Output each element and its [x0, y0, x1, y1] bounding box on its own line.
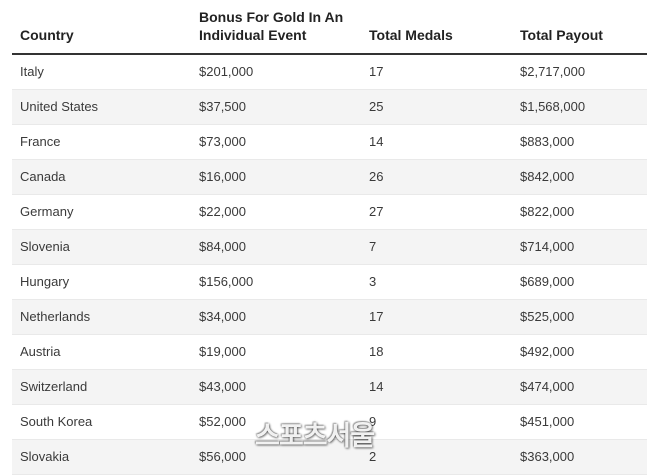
cell-total-medals: 17 — [361, 54, 512, 90]
cell-total-payout: $883,000 — [512, 124, 647, 160]
cell-gold-bonus: $22,000 — [191, 194, 361, 230]
table-row: United States $37,500 25 $1,568,000 — [12, 89, 647, 125]
cell-country: Slovenia — [12, 229, 191, 265]
cell-gold-bonus: $56,000 — [191, 439, 361, 475]
cell-gold-bonus: $156,000 — [191, 264, 361, 300]
cell-total-payout: $525,000 — [512, 299, 647, 335]
cell-gold-bonus: $201,000 — [191, 54, 361, 90]
header-total-medals: Total Medals — [361, 0, 512, 55]
table-row: Hungary $156,000 3 $689,000 — [12, 264, 647, 300]
table-row: France $73,000 14 $883,000 — [12, 124, 647, 160]
table-row: Italy $201,000 17 $2,717,000 — [12, 54, 647, 90]
cell-country: Switzerland — [12, 369, 191, 405]
cell-total-medals: 9 — [361, 404, 512, 440]
cell-gold-bonus: $16,000 — [191, 159, 361, 195]
cell-total-medals: 17 — [361, 299, 512, 335]
header-country: Country — [12, 0, 191, 55]
cell-total-medals: 26 — [361, 159, 512, 195]
cell-gold-bonus: $34,000 — [191, 299, 361, 335]
cell-total-payout: $492,000 — [512, 334, 647, 370]
table-row: Netherlands $34,000 17 $525,000 — [12, 299, 647, 335]
cell-total-payout: $474,000 — [512, 369, 647, 405]
cell-gold-bonus: $19,000 — [191, 334, 361, 370]
table-header: Country Bonus For Gold In An Individual … — [12, 0, 647, 55]
cell-total-medals: 14 — [361, 369, 512, 405]
table-body: Italy $201,000 17 $2,717,000 United States $3… — [12, 54, 647, 475]
cell-total-medals: 14 — [361, 124, 512, 160]
cell-total-medals: 2 — [361, 439, 512, 475]
cell-total-medals: 25 — [361, 89, 512, 125]
cell-total-medals: 7 — [361, 229, 512, 265]
cell-country: Canada — [12, 159, 191, 195]
cell-total-payout: $363,000 — [512, 439, 647, 475]
header-total-payout: Total Payout — [512, 0, 647, 55]
cell-country: Austria — [12, 334, 191, 370]
cell-country: United States — [12, 89, 191, 125]
table-row: Slovakia $56,000 2 $363,000 — [12, 439, 647, 475]
cell-gold-bonus: $37,500 — [191, 89, 361, 125]
medal-payout-table: Country Bonus For Gold In An Individual … — [12, 0, 647, 475]
cell-total-medals: 3 — [361, 264, 512, 300]
cell-total-payout: $689,000 — [512, 264, 647, 300]
cell-country: Germany — [12, 194, 191, 230]
header-gold-bonus: Bonus For Gold In An Individual Event — [191, 0, 361, 55]
cell-total-payout: $822,000 — [512, 194, 647, 230]
cell-gold-bonus: $52,000 — [191, 404, 361, 440]
header-row: Country Bonus For Gold In An Individual … — [12, 0, 647, 55]
cell-total-payout: $1,568,000 — [512, 89, 647, 125]
cell-gold-bonus: $84,000 — [191, 229, 361, 265]
cell-gold-bonus: $73,000 — [191, 124, 361, 160]
cell-country: Netherlands — [12, 299, 191, 335]
cell-total-medals: 27 — [361, 194, 512, 230]
table-row: Austria $19,000 18 $492,000 — [12, 334, 647, 370]
table-row: Canada $16,000 26 $842,000 — [12, 159, 647, 195]
cell-gold-bonus: $43,000 — [191, 369, 361, 405]
table-row: Germany $22,000 27 $822,000 — [12, 194, 647, 230]
cell-total-payout: $451,000 — [512, 404, 647, 440]
cell-country: Italy — [12, 54, 191, 90]
cell-total-payout: $714,000 — [512, 229, 647, 265]
cell-country: South Korea — [12, 404, 191, 440]
table-row: Switzerland $43,000 14 $474,000 — [12, 369, 647, 405]
cell-country: Hungary — [12, 264, 191, 300]
table-row: Slovenia $84,000 7 $714,000 — [12, 229, 647, 265]
table-row: South Korea $52,000 9 $451,000 — [12, 404, 647, 440]
cell-country: France — [12, 124, 191, 160]
cell-total-medals: 18 — [361, 334, 512, 370]
cell-country: Slovakia — [12, 439, 191, 475]
medal-payout-table-container: Country Bonus For Gold In An Individual … — [12, 0, 647, 475]
cell-total-payout: $842,000 — [512, 159, 647, 195]
cell-total-payout: $2,717,000 — [512, 54, 647, 90]
